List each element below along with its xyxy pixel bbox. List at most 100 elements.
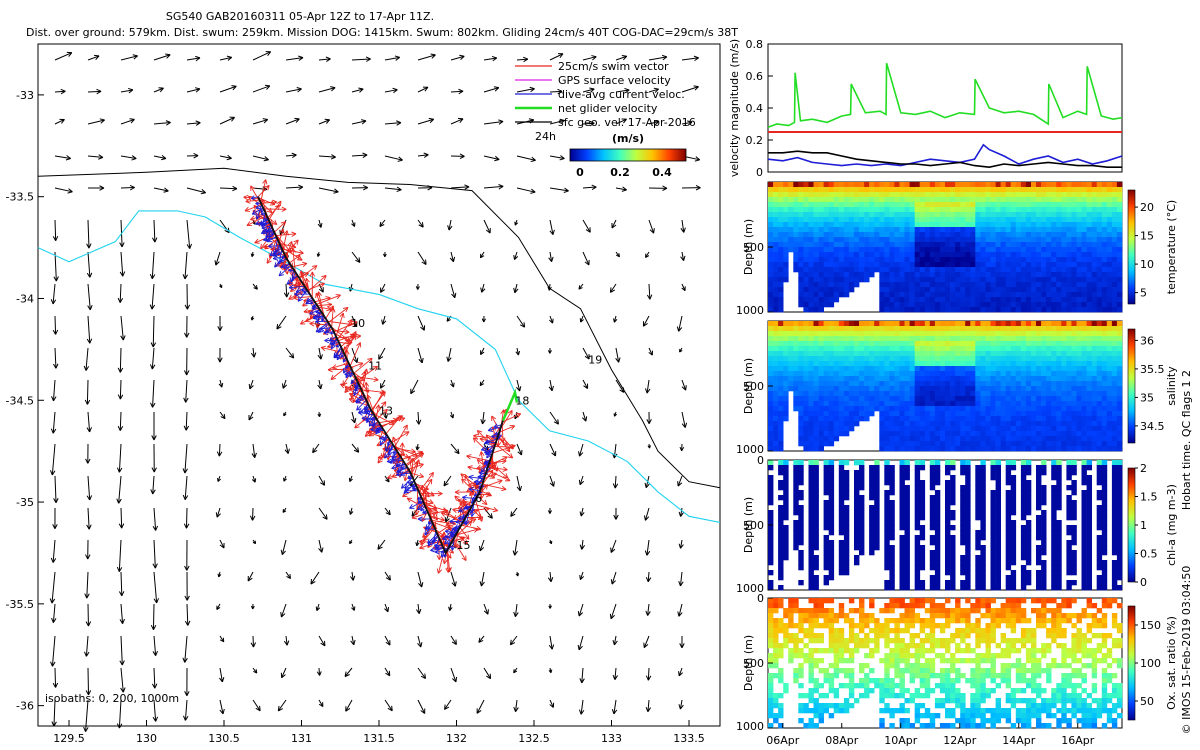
section-cell [945,391,951,397]
section-cell [859,257,865,263]
velocity-arrowhead [415,446,420,451]
section-cell [803,257,809,263]
section-cell [1056,212,1062,218]
section-cell [929,346,936,352]
section-cell [1000,182,1006,188]
velocity-arrowhead [498,184,504,190]
section-cell [798,252,804,258]
section-cell [773,267,779,273]
section-cell [889,441,895,447]
velocity-arrowhead [320,480,326,486]
velocity-arrowhead [85,690,92,696]
section-cell [854,262,860,268]
section-cell [929,197,936,203]
section-cell [798,182,804,188]
section-cell [778,227,784,233]
velocity-arrowhead [117,367,124,373]
section-cell [768,267,774,273]
section-cell [939,292,946,298]
section-cell [965,371,971,377]
section-cell [1031,257,1037,263]
section-cell [980,242,986,248]
section-cell [813,411,819,417]
section-cell [1061,267,1067,273]
velocity-arrow [285,186,303,189]
section-cell [879,292,885,298]
section-cell [955,376,961,382]
section-cell [788,237,794,243]
section-cell [773,386,779,392]
section-cell [788,356,794,362]
velocity-arrowhead [217,326,223,331]
velocity-arrow [483,667,492,679]
velocity-arrow [351,154,368,157]
section-cell [843,182,850,188]
section-cell [848,257,855,263]
section-cell [1101,262,1108,268]
velocity-arrowhead [298,55,304,61]
velocity-arrowhead [381,319,387,325]
section-cell [854,406,860,412]
section-cell [828,401,835,407]
section-cell [965,336,971,342]
section-cell [833,421,840,427]
section-cell [980,346,986,352]
section-cell [828,202,835,208]
velocity-arrowhead [182,494,189,500]
section-cell [1076,212,1082,218]
section-cell [818,262,824,268]
section-cell [934,297,941,303]
section-cell [1031,182,1037,188]
section-cell [793,252,799,258]
section-cell [960,297,966,303]
section-cell [778,307,784,313]
section-cell [945,267,951,273]
section-cell [884,272,890,278]
section-cell [859,376,865,382]
section-cell [823,247,829,253]
velocity-arrow [120,186,135,189]
section-cell [924,302,931,308]
section-cell [874,376,880,382]
section-cell [808,436,814,442]
section-cell [980,396,986,402]
section-cell [783,212,789,218]
velocity-arrow [646,379,650,394]
velocity-arrowhead [350,575,356,581]
section-cell [768,396,774,402]
velocity-arrow [480,251,485,259]
section-cell [924,242,931,248]
section-cell [929,416,936,422]
section-cell [955,381,961,387]
section-cell [1076,292,1082,298]
section-cell [939,341,946,347]
section-cell [864,217,870,223]
section-cell [995,192,1001,198]
velocity-arrowhead [579,511,585,517]
velocity-arrow [285,118,300,125]
section-cell [1081,217,1087,223]
section-cell [1046,247,1052,253]
velocity-arrowhead [396,120,402,126]
title-line-2: Dist. over ground: 579km. Dist. swum: 25… [26,26,738,39]
section-cell [955,436,961,442]
velocity-arrowhead [84,593,90,599]
section-cell [950,247,956,253]
section-cell [894,351,900,357]
section-cell [803,366,809,372]
section-cell [970,411,976,417]
velocity-arrow [87,315,91,344]
section-cell [1066,227,1072,233]
section-cell [924,336,931,342]
section-cell [914,262,921,268]
section-cell [894,396,900,402]
velocity-arrowhead [644,388,651,394]
section-cell [1005,242,1012,248]
section-cell [778,341,784,347]
velocity-arrow [581,539,584,550]
section-cell [980,262,986,268]
day-label: 11 [368,360,382,373]
velocity-arrow [478,635,485,643]
velocity-arrowhead [277,705,283,712]
section-cell [818,277,824,283]
